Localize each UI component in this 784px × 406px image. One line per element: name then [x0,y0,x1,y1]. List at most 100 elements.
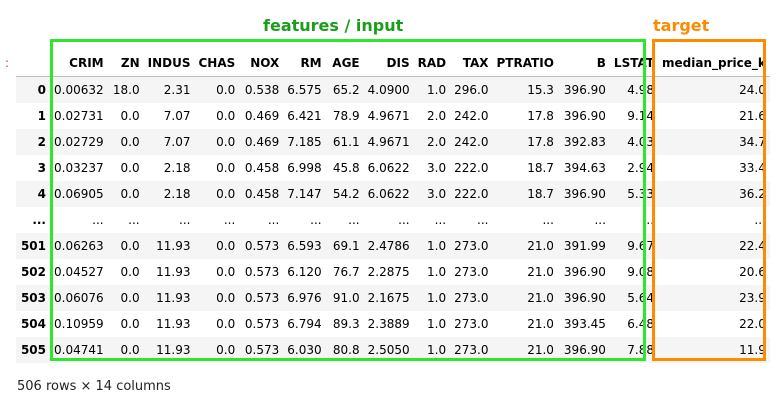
table-cell: 0.573 [244,343,280,357]
table-cell: 6.0622 [367,161,410,175]
table-cell: 7.147 [287,187,322,201]
table-cell: 0.0 [120,317,140,331]
table-cell: 0.458 [244,187,280,201]
row-index: 1 [37,109,46,123]
table-cell: 273.0 [454,317,489,331]
table-cell: 0.0 [216,265,236,279]
table-cell: 6.593 [287,239,322,253]
column-header: LSTAT [609,50,659,77]
table-cell: 1.0 [427,83,447,97]
table-row: 505 0.04741 0.0 11.93 0.0 0.573 6.030 80.8 2.505… [16,337,770,363]
table-cell: 17.8 [527,135,554,149]
table-cell: 242.0 [454,109,489,123]
row-index: ... [32,213,46,227]
table-cell: 0.0 [216,317,236,331]
table-cell: 6.794 [287,317,322,331]
table-cell: 7.185 [287,135,322,149]
table-cell: ... [594,213,606,227]
table-cell: 393.45 [563,317,606,331]
table-cell: 0.0 [216,343,236,357]
table-cell: 11.9 [739,343,766,357]
table-cell: 18.0 [112,83,140,97]
table-cell: ... [223,213,236,227]
table-cell: 0.573 [244,239,280,253]
table-row: 4 0.06905 0.0 2.18 0.0 0.458 7.147 54.2 6.0622 3.… [16,181,770,207]
table-cell: 3.0 [427,187,447,201]
table-cell: 273.0 [454,343,489,357]
row-index: 3 [37,161,46,175]
table-body: 0 0.00632 18.0 2.31 0.0 0.538 6.575 65.2 4.0900 1… [16,76,770,363]
table-cell: 78.9 [332,109,360,123]
table-cell: 4.03 [627,135,655,149]
table-cell: 0.04741 [54,343,104,357]
table-cell: 2.2875 [367,265,410,279]
table-cell: 1.0 [427,317,447,331]
table-row: 1 0.02731 0.0 7.07 0.0 0.469 6.421 78.9 4.9671 2.… [16,103,770,129]
table-cell: 0.0 [216,239,236,253]
target-label: target [653,16,710,35]
table-cell: 6.030 [287,343,322,357]
table-cell: 222.0 [454,161,489,175]
table-cell: 0.0 [120,239,140,253]
table-cell: 242.0 [454,135,489,149]
table-cell: 394.63 [563,161,606,175]
table-cell: 1.0 [427,239,447,253]
table-cell: 0.02731 [54,109,104,123]
table-cell: 11.93 [156,239,191,253]
table-cell: 23.9 [739,291,766,305]
table-cell: 33.4 [739,161,766,175]
table-cell: ... [434,213,447,227]
table-cell: 0.0 [120,343,140,357]
table-cell: 7.07 [163,135,191,149]
table-cell: 0.0 [120,161,140,175]
row-index: 503 [20,291,46,305]
table-cell: ... [477,213,489,227]
table-cell: ... [128,213,140,227]
table-cell: 76.7 [332,265,360,279]
table-cell: 6.976 [287,291,322,305]
table-cell: 6.48 [627,317,655,331]
table-cell: ... [348,213,360,227]
features-input-label: features / input [263,16,404,35]
column-header: PTRATIO [492,50,558,77]
table-cell: 11.93 [156,343,191,357]
table-cell: 396.90 [563,265,606,279]
table-cell: 1.0 [427,343,447,357]
table-cell: 21.0 [527,291,554,305]
table-cell: 45.8 [332,161,360,175]
table-cell: 1.0 [427,291,447,305]
table-cell: 2.1675 [367,291,410,305]
column-header: median_price_k [658,50,770,77]
column-header: DIS [363,50,414,77]
table-cell: 18.7 [527,187,554,201]
table-cell: 15.3 [527,83,554,97]
table-cell: 80.8 [332,343,360,357]
table-cell: 69.1 [332,239,360,253]
table-cell: 21.0 [527,239,554,253]
table-cell: 24.0 [739,83,766,97]
column-header: TAX [450,50,493,77]
table-cell: 89.3 [332,317,360,331]
row-index: 505 [20,343,46,357]
table-row: 501 0.06263 0.0 11.93 0.0 0.573 6.593 69.1 2.478… [16,233,770,259]
table-cell: 2.18 [163,187,191,201]
table-cell: ... [310,213,322,227]
index-header [16,50,50,77]
table-cell: 6.421 [287,109,322,123]
table-row: 2 0.02729 0.0 7.07 0.0 0.469 7.185 61.1 4.9671 2.… [16,129,770,155]
column-header: RM [283,50,326,77]
column-header: AGE [325,50,364,77]
dataframe-table: CRIM ZN INDUS CHAS NOX RM AGE DIS RAD TAX PTRATIO B… [16,50,770,363]
table-cell: 7.07 [163,109,191,123]
table-cell: 6.0622 [367,187,410,201]
table-cell: 9.67 [627,239,655,253]
table-cell: 396.90 [563,291,606,305]
table-cell: 2.0 [427,135,447,149]
table-cell: 2.4786 [367,239,410,253]
table-cell: 18.7 [527,161,554,175]
table-cell: 4.98 [627,83,655,97]
table-cell: ... [179,213,191,227]
table-cell: 0.10959 [54,317,104,331]
table-cell: 0.0 [216,109,236,123]
table-cell: 2.18 [163,161,191,175]
